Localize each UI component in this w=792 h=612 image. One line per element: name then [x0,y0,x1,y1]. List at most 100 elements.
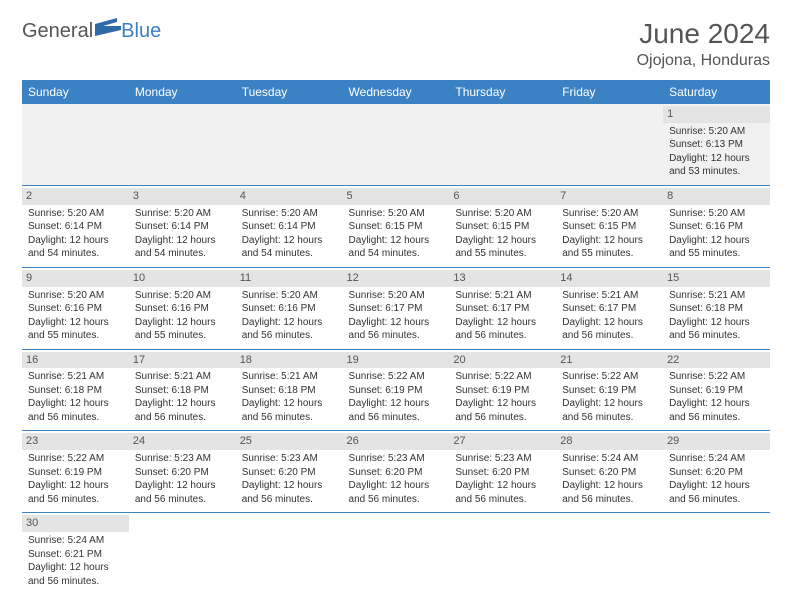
day-number: 23 [22,433,129,450]
sunrise-text: Sunrise: 5:22 AM [349,370,444,384]
daylight-text: and 56 minutes. [135,411,230,425]
sunrise-text: Sunrise: 5:20 AM [349,289,444,303]
calendar-cell [343,513,450,594]
calendar-cell [663,513,770,594]
sunrise-text: Sunrise: 5:24 AM [669,452,764,466]
daylight-text: Daylight: 12 hours [455,316,550,330]
sunset-text: Sunset: 6:14 PM [242,220,337,234]
daylight-text: Daylight: 12 hours [135,397,230,411]
sunrise-text: Sunrise: 5:22 AM [455,370,550,384]
daylight-text: and 56 minutes. [562,493,657,507]
calendar-cell: 6Sunrise: 5:20 AMSunset: 6:15 PMDaylight… [449,185,556,267]
sunset-text: Sunset: 6:20 PM [455,466,550,480]
calendar-cell: 19Sunrise: 5:22 AMSunset: 6:19 PMDayligh… [343,349,450,431]
sunset-text: Sunset: 6:14 PM [135,220,230,234]
calendar-cell: 14Sunrise: 5:21 AMSunset: 6:17 PMDayligh… [556,267,663,349]
day-number: 10 [129,270,236,287]
calendar-cell: 25Sunrise: 5:23 AMSunset: 6:20 PMDayligh… [236,431,343,513]
daylight-text: Daylight: 12 hours [28,561,123,575]
daylight-text: and 55 minutes. [135,329,230,343]
sunrise-text: Sunrise: 5:20 AM [135,207,230,221]
calendar-cell: 15Sunrise: 5:21 AMSunset: 6:18 PMDayligh… [663,267,770,349]
sunrise-text: Sunrise: 5:22 AM [562,370,657,384]
location: Ojojona, Honduras [637,52,770,70]
daylight-text: Daylight: 12 hours [669,234,764,248]
day-number: 11 [236,270,343,287]
sunrise-text: Sunrise: 5:21 AM [28,370,123,384]
sunset-text: Sunset: 6:15 PM [455,220,550,234]
daylight-text: and 56 minutes. [349,493,444,507]
calendar-cell: 4Sunrise: 5:20 AMSunset: 6:14 PMDaylight… [236,185,343,267]
daylight-text: and 56 minutes. [242,493,337,507]
day-number: 7 [556,188,663,205]
sunset-text: Sunset: 6:19 PM [349,384,444,398]
calendar-cell: 23Sunrise: 5:22 AMSunset: 6:19 PMDayligh… [22,431,129,513]
day-number: 16 [22,352,129,369]
day-number: 22 [663,352,770,369]
sunrise-text: Sunrise: 5:23 AM [455,452,550,466]
daylight-text: and 56 minutes. [455,329,550,343]
logo-text-blue: Blue [121,20,161,43]
daylight-text: and 56 minutes. [562,329,657,343]
calendar-cell: 28Sunrise: 5:24 AMSunset: 6:20 PMDayligh… [556,431,663,513]
sunrise-text: Sunrise: 5:24 AM [562,452,657,466]
daylight-text: Daylight: 12 hours [242,316,337,330]
sunset-text: Sunset: 6:16 PM [242,302,337,316]
sunrise-text: Sunrise: 5:23 AM [242,452,337,466]
sunset-text: Sunset: 6:17 PM [455,302,550,316]
daylight-text: Daylight: 12 hours [349,397,444,411]
day-number: 19 [343,352,450,369]
daylight-text: and 56 minutes. [669,329,764,343]
calendar-cell: 26Sunrise: 5:23 AMSunset: 6:20 PMDayligh… [343,431,450,513]
daylight-text: Daylight: 12 hours [349,234,444,248]
daylight-text: and 55 minutes. [669,247,764,261]
calendar-cell: 13Sunrise: 5:21 AMSunset: 6:17 PMDayligh… [449,267,556,349]
calendar-row: 9Sunrise: 5:20 AMSunset: 6:16 PMDaylight… [22,267,770,349]
logo: General Blue [22,18,161,44]
sunrise-text: Sunrise: 5:23 AM [135,452,230,466]
sunset-text: Sunset: 6:20 PM [135,466,230,480]
daylight-text: Daylight: 12 hours [562,397,657,411]
day-number: 6 [449,188,556,205]
sunrise-text: Sunrise: 5:21 AM [455,289,550,303]
day-number: 27 [449,433,556,450]
weekday-header: Tuesday [236,80,343,104]
calendar-row: 1Sunrise: 5:20 AMSunset: 6:13 PMDaylight… [22,104,770,185]
sunset-text: Sunset: 6:21 PM [28,548,123,562]
day-number: 2 [22,188,129,205]
day-number: 24 [129,433,236,450]
calendar-cell: 9Sunrise: 5:20 AMSunset: 6:16 PMDaylight… [22,267,129,349]
daylight-text: Daylight: 12 hours [669,397,764,411]
daylight-text: Daylight: 12 hours [242,479,337,493]
sunrise-text: Sunrise: 5:20 AM [28,289,123,303]
weekday-header: Wednesday [343,80,450,104]
header: General Blue June 2024 Ojojona, Honduras [22,18,770,70]
weekday-header: Saturday [663,80,770,104]
sunrise-text: Sunrise: 5:20 AM [562,207,657,221]
calendar-cell [129,513,236,594]
calendar-cell [449,104,556,185]
sunset-text: Sunset: 6:13 PM [669,138,764,152]
calendar-cell [449,513,556,594]
sunset-text: Sunset: 6:16 PM [28,302,123,316]
sunrise-text: Sunrise: 5:20 AM [28,207,123,221]
daylight-text: and 56 minutes. [455,493,550,507]
sunset-text: Sunset: 6:19 PM [669,384,764,398]
sunset-text: Sunset: 6:18 PM [135,384,230,398]
calendar-cell: 12Sunrise: 5:20 AMSunset: 6:17 PMDayligh… [343,267,450,349]
daylight-text: Daylight: 12 hours [135,234,230,248]
day-number: 28 [556,433,663,450]
sunset-text: Sunset: 6:20 PM [562,466,657,480]
sunset-text: Sunset: 6:19 PM [28,466,123,480]
sunset-text: Sunset: 6:14 PM [28,220,123,234]
daylight-text: and 54 minutes. [242,247,337,261]
sunset-text: Sunset: 6:20 PM [349,466,444,480]
daylight-text: and 54 minutes. [349,247,444,261]
calendar-cell [556,513,663,594]
daylight-text: Daylight: 12 hours [455,234,550,248]
calendar-cell: 30Sunrise: 5:24 AMSunset: 6:21 PMDayligh… [22,513,129,594]
daylight-text: and 53 minutes. [669,165,764,179]
calendar-cell [236,104,343,185]
daylight-text: and 56 minutes. [349,411,444,425]
calendar-row: 30Sunrise: 5:24 AMSunset: 6:21 PMDayligh… [22,513,770,594]
